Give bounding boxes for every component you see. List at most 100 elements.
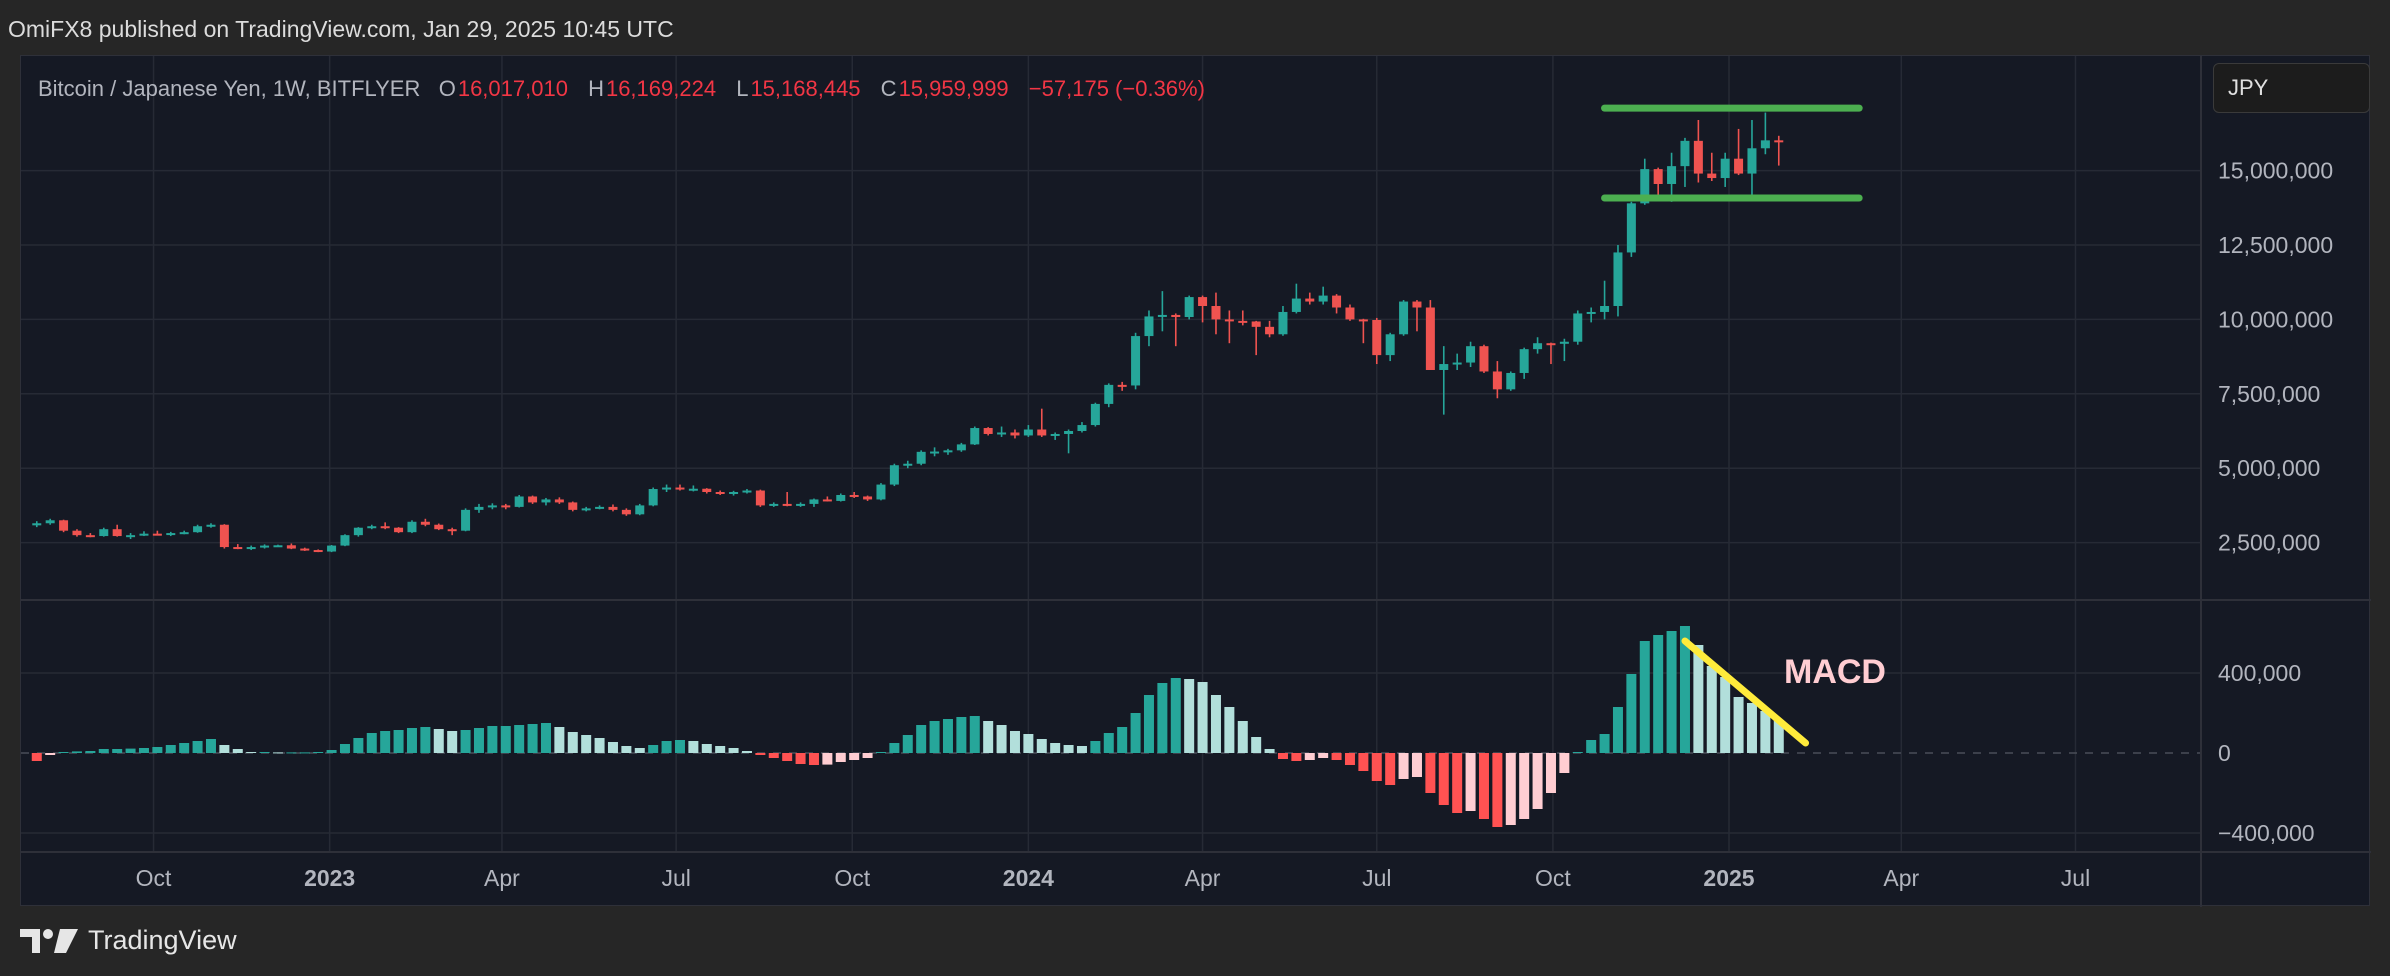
macd-histogram-bar [715,746,726,753]
macd-histogram-bar [741,751,752,753]
macd-histogram-bar [1264,749,1275,753]
candle-body [139,533,149,536]
candle-body [233,547,243,550]
candle [621,508,631,516]
x-axis-tick-label: Oct [1535,865,1571,891]
candle-body [930,451,940,454]
macd-histogram-bar [849,753,860,760]
candle-body [1090,403,1100,426]
symbol-name: Bitcoin / Japanese Yen, 1W, BITFLYER [38,76,421,101]
candle [729,490,739,496]
candle [1573,310,1583,345]
candle [139,531,149,537]
candle-body [99,529,109,537]
currency-button[interactable]: JPY [2213,63,2370,113]
candle [300,547,310,551]
macd-histogram-bar [942,719,953,753]
candle [1291,283,1301,314]
candle [702,488,712,494]
candle [943,448,953,455]
candle [1600,280,1610,320]
candle [233,544,243,550]
macd-histogram-bar [1733,697,1744,753]
candle [353,527,363,537]
candle-body [648,489,658,506]
macd-axis-tick-label: 400,000 [2218,660,2301,686]
candle [528,495,538,504]
candle-body [353,527,363,536]
candle-body [1023,429,1033,436]
macd-histogram-bar [192,741,203,753]
candle-body [943,450,953,453]
candle-body [688,488,698,491]
candle-body [1399,301,1409,335]
chart-panel[interactable]: Oct 2023 Apr Jul Oct 2024 Apr Jul Oct 2025 Apr Jul 2… [20,55,2371,907]
candle-body [327,545,337,552]
candle-body [782,503,792,506]
candle [1358,318,1368,344]
candle [648,487,658,507]
macd-histogram-bar [594,738,605,753]
macd-histogram-bar [1746,703,1757,753]
candle-body [635,505,645,515]
candle [1077,422,1087,433]
price-axis-tick-label: 5,000,000 [2218,455,2320,481]
candle [407,520,417,534]
macd-histogram-bar [353,738,364,753]
footer-brand: TradingView [88,925,237,955]
macd-histogram-bar [219,745,230,753]
candle [1305,292,1315,305]
candle-body [260,545,270,548]
candle-body [1653,169,1663,184]
candle-body [1613,252,1623,307]
candle [1171,313,1181,347]
macd-histogram-bar [205,739,216,753]
macd-histogram-bar [259,752,270,753]
candle [903,460,913,469]
chart-canvas[interactable]: Oct 2023 Apr Jul Oct 2024 Apr Jul Oct 2025 Apr Jul 2… [21,56,2371,907]
candle [1680,137,1690,187]
candle-body [1305,298,1315,302]
candle-body [541,499,551,503]
candle [1439,346,1449,415]
price-axis-tick-label: 7,500,000 [2218,381,2320,407]
macd-histogram-bar [313,752,324,753]
candle [742,489,752,494]
macd-histogram-bar [31,753,42,761]
macd-histogram-bar [916,725,927,753]
candle [1466,341,1476,368]
candle [849,492,859,498]
macd-histogram-bar [500,726,511,753]
candle [1533,337,1543,354]
candle-body [1050,433,1060,436]
candle-body [126,535,136,538]
candle [72,529,82,537]
candle [1010,429,1020,439]
macd-histogram-bar [1036,739,1047,753]
candle [1452,353,1462,370]
macd-histogram-bar [112,749,123,753]
candle [112,524,122,537]
macd-histogram-bar [969,716,980,753]
macd-histogram-bar [473,728,484,753]
macd-histogram-bar [648,745,659,753]
candle [675,484,685,491]
macd-histogram-bar [1438,753,1449,805]
macd-histogram-bar [246,752,257,753]
close-value: 15,959,999 [898,76,1009,101]
candle [1064,429,1074,454]
candle-body [1734,158,1744,174]
macd-histogram-bar [1237,721,1248,753]
price-axis-tick-label: 12,500,000 [2218,232,2333,258]
footer: TradingView [20,925,237,956]
candle [45,518,55,525]
candle [1667,152,1677,202]
candle-body [32,523,42,526]
candle [755,489,765,507]
candle [1372,317,1382,365]
candle-body [447,529,457,532]
macd-histogram-bar [339,744,350,753]
candle-body [1265,326,1275,335]
macd-histogram-bar [1626,674,1637,753]
macd-histogram-bar [701,744,712,753]
